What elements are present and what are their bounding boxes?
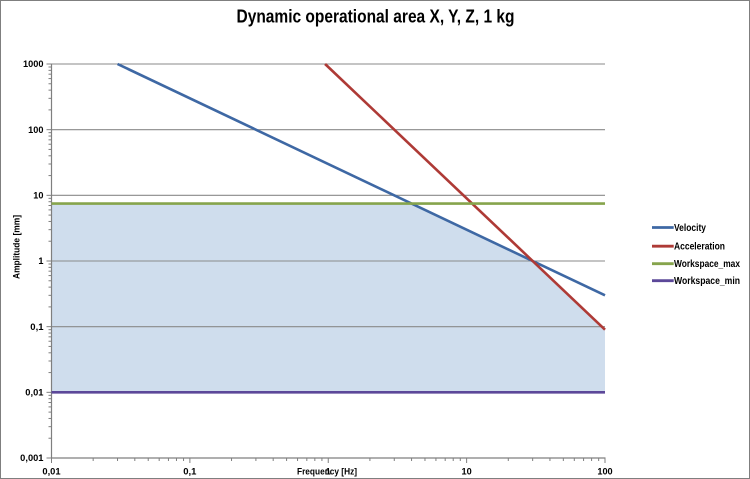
svg-text:Workspace_max: Workspace_max [674, 259, 741, 270]
svg-text:Frequency [Hz]: Frequency [Hz] [297, 467, 357, 478]
svg-text:0,1: 0,1 [183, 467, 196, 477]
svg-text:100: 100 [28, 125, 43, 135]
svg-text:1: 1 [38, 256, 43, 266]
svg-text:0,001: 0,001 [20, 453, 43, 463]
svg-text:1000: 1000 [23, 59, 44, 69]
svg-text:0,1: 0,1 [30, 322, 43, 332]
svg-text:100: 100 [597, 467, 612, 477]
svg-text:1: 1 [326, 467, 331, 477]
svg-text:0,01: 0,01 [25, 388, 43, 398]
svg-text:Dynamic operational area X, Y,: Dynamic operational area X, Y, Z, 1 kg [237, 7, 515, 27]
svg-text:0,01: 0,01 [42, 467, 60, 477]
svg-text:Workspace_min: Workspace_min [674, 276, 740, 287]
svg-text:Amplitude [mm]: Amplitude [mm] [12, 215, 23, 279]
svg-text:10: 10 [33, 191, 43, 201]
svg-text:10: 10 [462, 467, 472, 477]
svg-text:Velocity: Velocity [674, 223, 707, 234]
svg-text:Acceleration: Acceleration [674, 242, 725, 253]
